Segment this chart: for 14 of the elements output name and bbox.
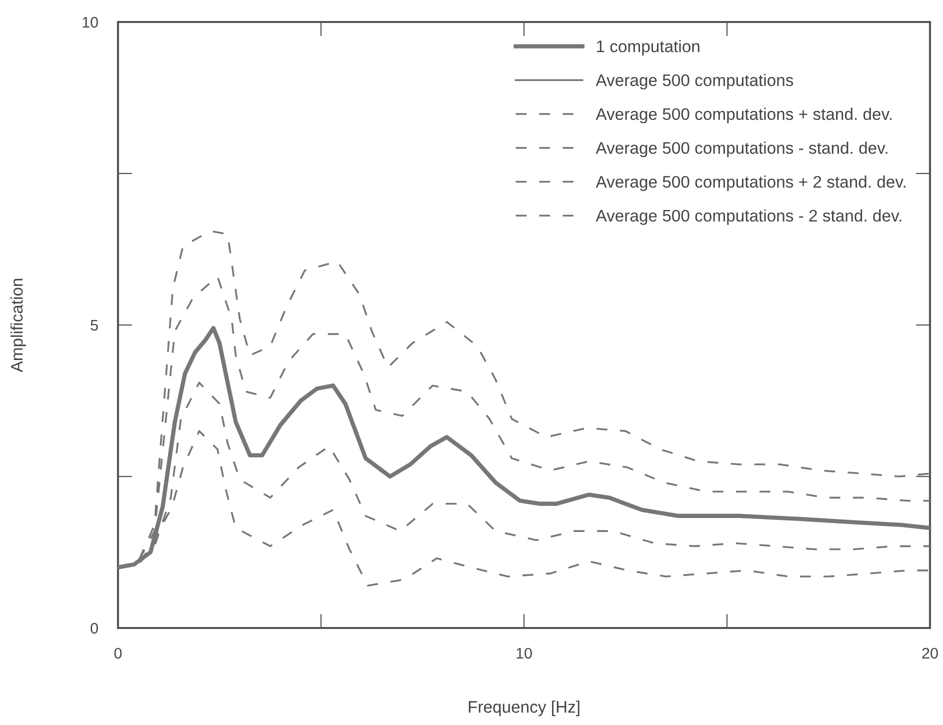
x-tick-label: 0: [114, 648, 122, 659]
y-tick-label: 5: [90, 320, 98, 331]
x-tick-label: 20: [922, 648, 938, 659]
y-tick-label: 0: [90, 622, 98, 634]
x-axis-title: Frequency [Hz]: [468, 700, 580, 716]
y-tick-label: 10: [82, 16, 98, 28]
legend-label: Average 500 computations + stand. dev.: [596, 108, 892, 124]
legend-label: Average 500 computations - 2 stand. dev.: [596, 209, 902, 225]
x-tick-label: 10: [516, 648, 532, 659]
legend-label: Average 500 computations - stand. dev.: [596, 142, 888, 158]
legend-label: Average 500 computations + 2 stand. dev.: [596, 176, 906, 192]
legend-label: 1 computation: [596, 40, 700, 56]
legend-label: Average 500 computations: [596, 74, 794, 90]
y-axis-title: Amplification: [10, 278, 26, 372]
